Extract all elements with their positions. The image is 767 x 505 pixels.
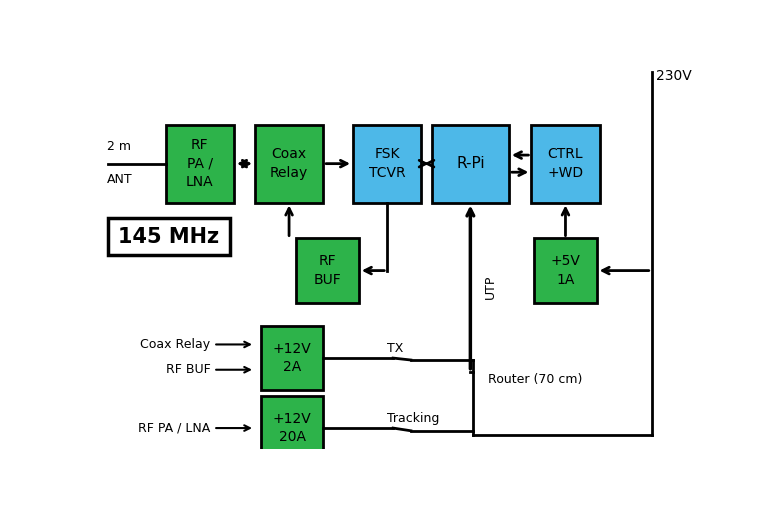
Text: FSK
TCVR: FSK TCVR xyxy=(369,147,406,180)
Text: 2 m: 2 m xyxy=(107,140,130,153)
Text: Coax
Relay: Coax Relay xyxy=(270,147,308,180)
Text: 230V: 230V xyxy=(657,69,692,83)
Text: Router (70 cm): Router (70 cm) xyxy=(489,373,583,386)
Text: RF PA / LNA: RF PA / LNA xyxy=(138,422,210,435)
Text: RF BUF: RF BUF xyxy=(166,363,210,376)
Bar xyxy=(261,326,323,390)
Bar xyxy=(535,238,597,302)
Text: +12V
20A: +12V 20A xyxy=(272,412,311,444)
Text: R-Pi: R-Pi xyxy=(456,156,485,171)
Text: RF
BUF: RF BUF xyxy=(314,255,341,287)
Text: Tracking: Tracking xyxy=(387,412,439,425)
Bar xyxy=(532,125,600,203)
Bar xyxy=(255,125,323,203)
Bar xyxy=(166,125,234,203)
Text: UTP: UTP xyxy=(483,275,496,299)
Text: Coax Relay: Coax Relay xyxy=(140,338,210,351)
Text: TX: TX xyxy=(387,342,403,355)
Bar xyxy=(107,218,229,255)
Text: +12V
2A: +12V 2A xyxy=(272,342,311,374)
Text: CTRL
+WD: CTRL +WD xyxy=(548,147,584,180)
Text: ANT: ANT xyxy=(107,173,132,186)
Bar xyxy=(353,125,421,203)
Text: +5V
1A: +5V 1A xyxy=(551,255,581,287)
Bar xyxy=(261,396,323,460)
Bar xyxy=(432,125,509,203)
Bar xyxy=(297,238,359,302)
Text: 145 MHz: 145 MHz xyxy=(118,227,219,246)
Text: RF
PA /
LNA: RF PA / LNA xyxy=(186,138,214,189)
